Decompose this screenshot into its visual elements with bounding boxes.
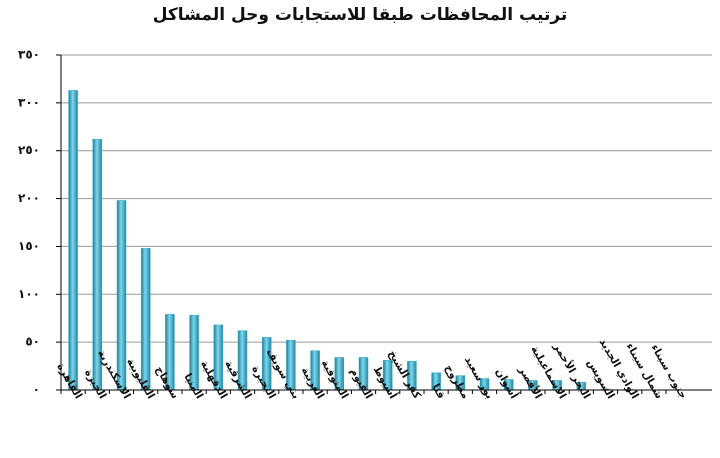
bar (68, 90, 78, 391)
y-tick-label: ٠ (33, 383, 40, 397)
y-tick-label: ٣٠٠ (18, 95, 40, 109)
y-tick-label: ٣٥٠ (18, 48, 40, 62)
bars (68, 90, 635, 391)
chart-title: ترتيب المحافظات طبقا للاستجابات وحل المش… (153, 5, 568, 25)
y-tick-label: ٢٠٠ (18, 191, 40, 205)
x-tick-label: سوهاج (153, 364, 181, 401)
x-tick-label: الجيزة (82, 367, 108, 401)
y-tick-label: ١٠٠ (18, 287, 40, 301)
x-tick-label: القاهرة (54, 361, 84, 401)
x-tick-label: الفيوم (347, 366, 374, 401)
x-tick-label: الغربية (299, 365, 327, 401)
grid (56, 54, 712, 394)
y-tick-label: ٢٥٠ (18, 143, 40, 157)
y-tick-label: ٥٠ (25, 335, 40, 349)
y-tick-label: ١٥٠ (18, 239, 40, 253)
x-tick-label: المنيا (181, 372, 205, 401)
